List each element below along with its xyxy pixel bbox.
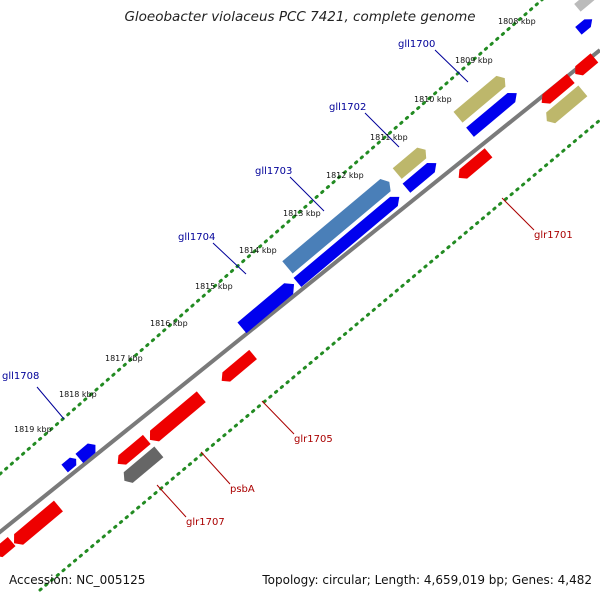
gene-arrow-gll1702-rna[interactable] [392, 144, 430, 179]
gene-arrow-glr1707[interactable] [10, 500, 63, 549]
gene-arrow-gll1704[interactable] [237, 279, 298, 334]
gene-arrow-gll1708a[interactable] [61, 455, 79, 473]
gene-arrow-right-red-1[interactable] [571, 53, 599, 78]
tick-label-1815: 1815 kbp [195, 282, 233, 291]
tick-labels: 1808 kbp 1809 kbp 1810 kbp 1811 kbp 1812… [14, 17, 536, 434]
tick-label-1818: 1818 kbp [59, 390, 97, 399]
leader-gll1708 [36, 386, 65, 420]
leader-gll1703 [289, 176, 325, 212]
gene-arrow-gll1702[interactable] [402, 159, 441, 193]
gene-arrow-left-red[interactable] [0, 536, 16, 560]
gene-label-gll1704[interactable]: gll1704 [178, 232, 215, 243]
leader-glr1707 [156, 484, 187, 518]
leader-gll1700 [434, 49, 469, 83]
gene-label-psbA[interactable]: psbA [230, 484, 255, 495]
gene-label-glr1705[interactable]: glr1705 [294, 434, 333, 445]
gene-arrow-top-right-grey[interactable] [574, 0, 595, 12]
tick-label-1812: 1812 kbp [326, 171, 364, 180]
inner-tick-ring [38, 118, 600, 592]
gene-arrow-gll1708b[interactable] [75, 440, 99, 464]
reverse-genes [0, 53, 599, 560]
gene-arrow-right-rna[interactable] [542, 85, 588, 126]
tick-label-1817: 1817 kbp [105, 354, 143, 363]
tick-label-1813: 1813 kbp [283, 209, 321, 218]
gene-label-gll1700[interactable]: gll1700 [398, 39, 435, 50]
gene-arrow-psbA-pseudo[interactable] [120, 446, 164, 486]
gene-arrow-top-right-blue[interactable] [575, 15, 595, 35]
gene-arrow-right-red-2[interactable] [538, 73, 575, 108]
leader-gll1702 [364, 112, 400, 148]
gene-label-gll1703[interactable]: gll1703 [255, 166, 292, 177]
leader-lines [36, 49, 535, 518]
gene-label-glr1707[interactable]: glr1707 [186, 517, 225, 528]
genome-backbone [0, 48, 600, 535]
tick-label-1814: 1814 kbp [239, 246, 277, 255]
gene-label-glr1701[interactable]: glr1701 [534, 230, 573, 241]
gene-arrow-glr1701[interactable] [455, 148, 493, 182]
tick-label-1809: 1809 kbp [455, 56, 493, 65]
accession-label: Accession: NC_005125 [9, 573, 146, 587]
gene-arrow-gll1703[interactable] [293, 192, 404, 288]
tick-label-1811: 1811 kbp [370, 133, 408, 142]
tick-label-1819: 1819 kbp [14, 425, 52, 434]
gene-arrow-psbA-a[interactable] [114, 434, 151, 469]
leader-gll1704 [212, 242, 247, 275]
tick-label-1808: 1808 kbp [498, 17, 536, 26]
tick-label-1810: 1810 kbp [414, 95, 452, 104]
leader-glr1701 [501, 197, 535, 231]
forward-genes [61, 0, 595, 473]
leader-glr1705 [261, 400, 295, 435]
tick-label-1816: 1816 kbp [150, 319, 188, 328]
gene-label-gll1708[interactable]: gll1708 [2, 371, 39, 382]
gene-arrow-glr1705[interactable] [218, 349, 257, 386]
gene-arrow-glr1705b[interactable] [145, 391, 206, 445]
leader-psbA [200, 451, 231, 485]
gene-labels: gll1700 gll1702 gll1703 gll1704 gll1708 … [2, 39, 573, 528]
genome-summary: Topology: circular; Length: 4,659,019 bp… [262, 573, 592, 587]
gene-arrow-gll1700[interactable] [466, 88, 520, 137]
gene-arrow-gll1703-highlight[interactable] [282, 176, 394, 274]
gene-arrow-gll1700-rna[interactable] [453, 73, 510, 123]
outer-tick-ring [0, 0, 544, 476]
gene-label-gll1702[interactable]: gll1702 [329, 102, 366, 113]
map-title: Gloeobacter violaceus PCC 7421, complete… [124, 9, 476, 25]
